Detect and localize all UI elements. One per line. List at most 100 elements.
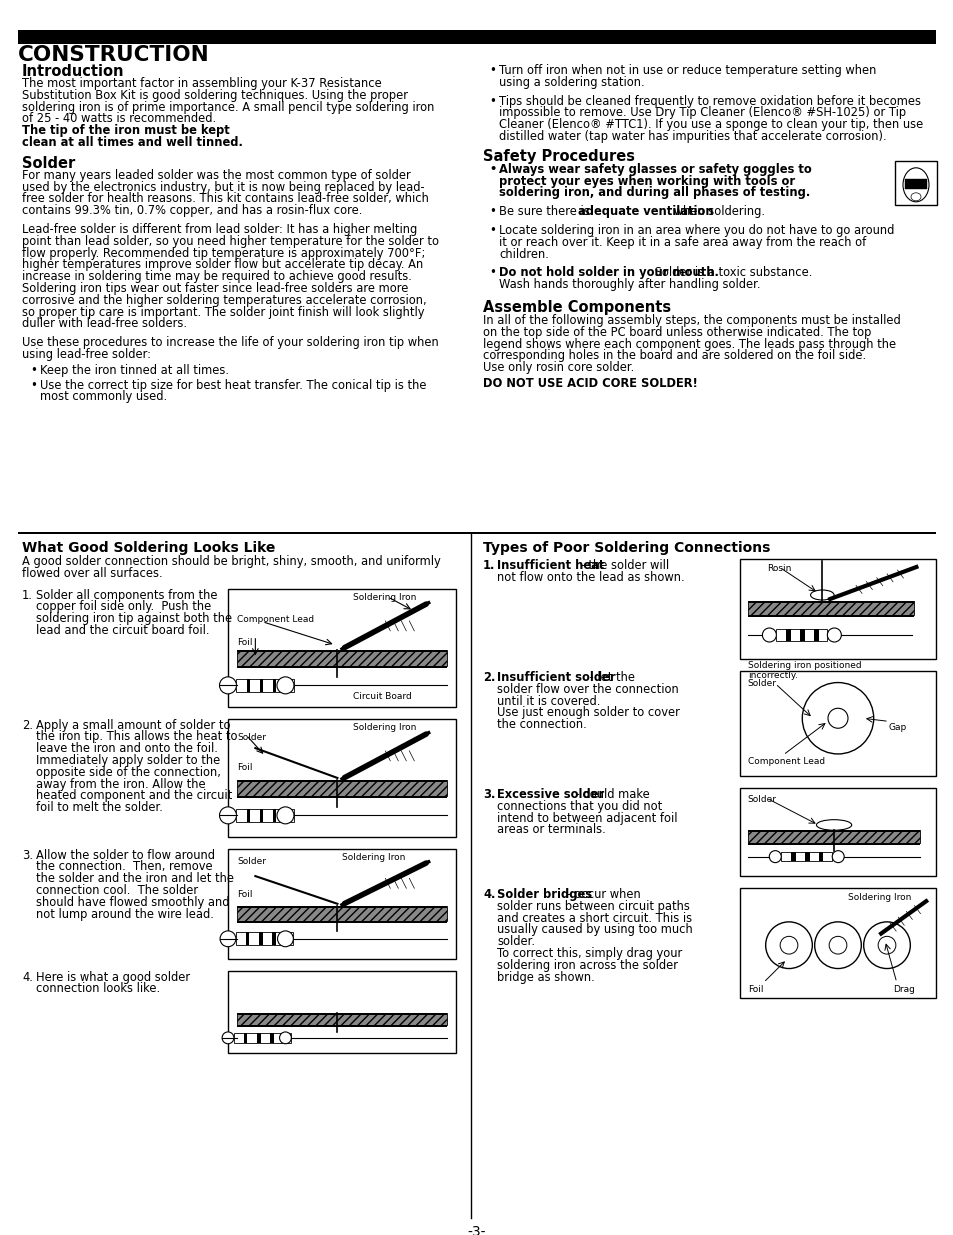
Text: and creates a short circuit. This is: and creates a short circuit. This is [497,911,691,925]
Bar [237,797,446,799]
Text: 2.: 2. [22,719,33,731]
Text: Immediately apply solder to the: Immediately apply solder to the [36,755,220,767]
Text: intend to between adjacent foil: intend to between adjacent foil [497,811,677,825]
Text: Soldering iron tips wear out faster since lead-free solders are more: Soldering iron tips wear out faster sinc… [22,282,408,295]
Bar [237,667,446,668]
Bar [894,161,936,205]
Bar [228,589,456,706]
Bar [236,678,294,692]
Ellipse shape [877,936,895,955]
Text: soldering iron is of prime importance. A small pencil type soldering iron: soldering iron is of prime importance. A… [22,100,434,114]
Bar [776,630,826,641]
Ellipse shape [831,851,843,862]
Bar [257,1034,260,1042]
Ellipse shape [768,851,781,862]
Text: Use only rosin core solder.: Use only rosin core solder. [482,361,634,374]
Text: What Good Soldering Looks Like: What Good Soldering Looks Like [22,541,275,555]
Text: away from the iron. Allow the: away from the iron. Allow the [36,778,206,790]
Text: impossible to remove. Use Dry Tip Cleaner (Elenco® #SH-1025) or Tip: impossible to remove. Use Dry Tip Cleane… [498,106,905,120]
Text: •: • [489,64,496,77]
Text: 1.: 1. [22,589,32,601]
Text: Solder: Solder [747,679,776,688]
Text: 1.: 1. [482,559,495,572]
Bar [237,1025,446,1026]
Text: •: • [489,224,496,237]
Text: bridge as shown.: bridge as shown. [497,971,594,983]
Text: Always wear safety glasses or safety goggles to: Always wear safety glasses or safety gog… [498,163,811,175]
Text: Assemble Components: Assemble Components [482,300,670,315]
Bar [237,1013,446,1015]
Text: 4.: 4. [482,888,495,902]
Text: To correct this, simply drag your: To correct this, simply drag your [497,947,681,960]
Bar [804,852,809,862]
Text: Be sure there is: Be sure there is [498,205,593,219]
Bar [237,781,446,797]
Text: Lead-free solder is different from lead solder: It has a higher melting: Lead-free solder is different from lead … [22,224,416,236]
Bar [237,905,446,921]
Ellipse shape [222,1032,233,1044]
Text: Here is what a good solder: Here is what a good solder [36,971,190,983]
Text: solder.: solder. [497,935,535,948]
Text: areas or terminals.: areas or terminals. [497,824,605,836]
Text: adequate ventilation: adequate ventilation [577,205,713,219]
Text: Foil: Foil [237,638,253,647]
Text: Soldering Iron: Soldering Iron [353,593,416,603]
Bar [790,852,795,862]
Bar [818,852,822,862]
Bar [747,830,920,842]
Text: not flow onto the lead as shown.: not flow onto the lead as shown. [497,571,684,584]
Text: Soldering Iron: Soldering Iron [353,724,416,732]
Text: used by the electronics industry, but it is now being replaced by lead-: used by the electronics industry, but it… [22,180,424,194]
Bar [747,601,914,603]
Bar [813,630,818,641]
Ellipse shape [902,168,928,201]
Text: most commonly used.: most commonly used. [40,390,167,404]
Bar [747,615,914,618]
Ellipse shape [219,806,236,824]
Bar [228,719,456,836]
Text: free solder for health reasons. This kit contains lead-free solder, which: free solder for health reasons. This kit… [22,193,429,205]
Ellipse shape [277,931,294,947]
Text: soldering iron, and during all phases of testing.: soldering iron, and during all phases of… [498,186,809,199]
Text: CONSTRUCTION: CONSTRUCTION [18,44,210,65]
Ellipse shape [761,629,776,642]
Text: Turn off iron when not in use or reduce temperature setting when: Turn off iron when not in use or reduce … [498,64,876,77]
Text: clean at all times and well tinned.: clean at all times and well tinned. [22,136,243,149]
Text: Soldering iron positioned: Soldering iron positioned [747,661,861,671]
Text: In all of the following assembly steps, the components must be installed: In all of the following assembly steps, … [482,314,900,327]
Bar [740,788,935,876]
Text: Solder bridges: Solder bridges [497,888,592,902]
Text: •: • [489,163,496,175]
Ellipse shape [276,677,294,694]
Bar [747,830,920,832]
Bar [18,30,935,44]
Text: Insufficient heat: Insufficient heat [497,559,604,572]
Bar [237,905,446,908]
Text: copper foil side only.  Push the: copper foil side only. Push the [36,600,211,614]
Text: Safety Procedures: Safety Procedures [482,148,635,164]
Text: Allow the solder to flow around: Allow the solder to flow around [36,848,214,862]
Text: the solder and the iron and let the: the solder and the iron and let the [36,872,233,885]
Text: distilled water (tap water has impurities that accelerate corrosion).: distilled water (tap water has impuritie… [498,130,885,143]
Bar [247,678,250,692]
Text: leave the iron and onto the foil.: leave the iron and onto the foil. [36,742,217,755]
Text: Component Lead: Component Lead [747,757,824,766]
Ellipse shape [780,936,797,955]
Text: foil to melt the solder.: foil to melt the solder. [36,802,163,814]
Text: so proper tip care is important. The solder joint finish will look slightly: so proper tip care is important. The sol… [22,305,424,319]
Text: usually caused by using too much: usually caused by using too much [497,924,692,936]
Text: children.: children. [498,247,548,261]
Text: - could make: - could make [572,788,649,802]
Text: until it is covered.: until it is covered. [497,694,599,708]
Ellipse shape [801,683,873,753]
Text: higher temperatures improve solder flow but accelerate tip decay. An: higher temperatures improve solder flow … [22,258,423,272]
Text: 3.: 3. [482,788,495,802]
Text: Drag: Drag [892,984,914,994]
Text: connections that you did not: connections that you did not [497,800,661,813]
Ellipse shape [276,806,294,824]
Bar [246,932,249,945]
Text: Solder: Solder [237,857,266,867]
Text: Solder is a toxic substance.: Solder is a toxic substance. [651,267,812,279]
Bar [237,1013,446,1025]
Text: - let the: - let the [586,671,635,684]
